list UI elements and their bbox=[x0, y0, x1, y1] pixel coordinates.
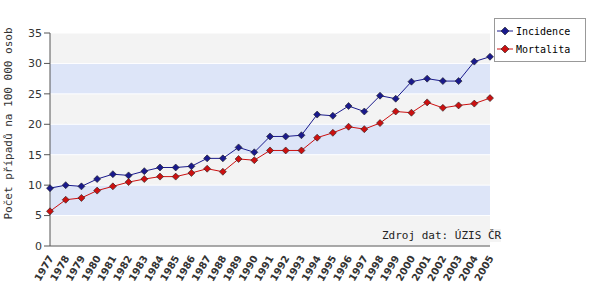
svg-text:1982: 1982 bbox=[110, 253, 135, 284]
svg-text:15: 15 bbox=[28, 149, 42, 162]
svg-text:2004: 2004 bbox=[456, 253, 480, 284]
svg-text:5: 5 bbox=[35, 209, 42, 222]
svg-text:1983: 1983 bbox=[126, 253, 150, 284]
svg-text:1994: 1994 bbox=[299, 253, 323, 284]
html-text:Incidence: Incidence bbox=[516, 25, 571, 37]
svg-text:30: 30 bbox=[28, 57, 42, 70]
svg-text:1997: 1997 bbox=[346, 253, 370, 284]
html-text:IBA: IBA bbox=[60, 192, 125, 232]
svg-text:1985: 1985 bbox=[158, 253, 182, 284]
svg-text:20: 20 bbox=[28, 118, 42, 131]
svg-text:0: 0 bbox=[35, 240, 42, 253]
svg-text:Počet případů na 100 000 osob: Počet případů na 100 000 osob bbox=[8, 27, 15, 219]
html-text:Mortalita: Mortalita bbox=[516, 43, 571, 55]
svg-text:1989: 1989 bbox=[220, 253, 245, 284]
svg-text:1992: 1992 bbox=[268, 253, 292, 284]
svg-text:1978: 1978 bbox=[48, 253, 72, 284]
svg-text:1980: 1980 bbox=[79, 253, 103, 284]
svg-text:1988: 1988 bbox=[205, 253, 229, 284]
svg-text:2003: 2003 bbox=[440, 253, 465, 284]
svg-text:1993: 1993 bbox=[283, 253, 308, 284]
svg-text:1995: 1995 bbox=[315, 253, 339, 284]
svg-text:2005: 2005 bbox=[472, 253, 494, 283]
svg-text:1987: 1987 bbox=[189, 253, 213, 284]
svg-text:10: 10 bbox=[28, 179, 42, 192]
svg-text:1998: 1998 bbox=[362, 253, 386, 284]
svg-text:1981: 1981 bbox=[95, 253, 119, 284]
svg-text:35: 35 bbox=[28, 27, 42, 40]
svg-text:1986: 1986 bbox=[173, 253, 198, 284]
svg-text:1991: 1991 bbox=[252, 253, 276, 284]
svg-text:1999: 1999 bbox=[378, 253, 402, 284]
svg-text:2002: 2002 bbox=[425, 253, 449, 284]
svg-text:2000: 2000 bbox=[393, 253, 418, 284]
svg-text:1977: 1977 bbox=[32, 253, 56, 284]
svg-text:1979: 1979 bbox=[63, 253, 88, 284]
svg-text:2001: 2001 bbox=[409, 253, 433, 284]
svg-text:1990: 1990 bbox=[236, 253, 260, 284]
html-text:Zdroj dat: ÚZIS ČR: Zdroj dat: ÚZIS ČR bbox=[382, 229, 502, 242]
svg-text:1984: 1984 bbox=[142, 253, 166, 284]
svg-text:25: 25 bbox=[28, 88, 42, 101]
svg-text:1996: 1996 bbox=[330, 253, 355, 284]
